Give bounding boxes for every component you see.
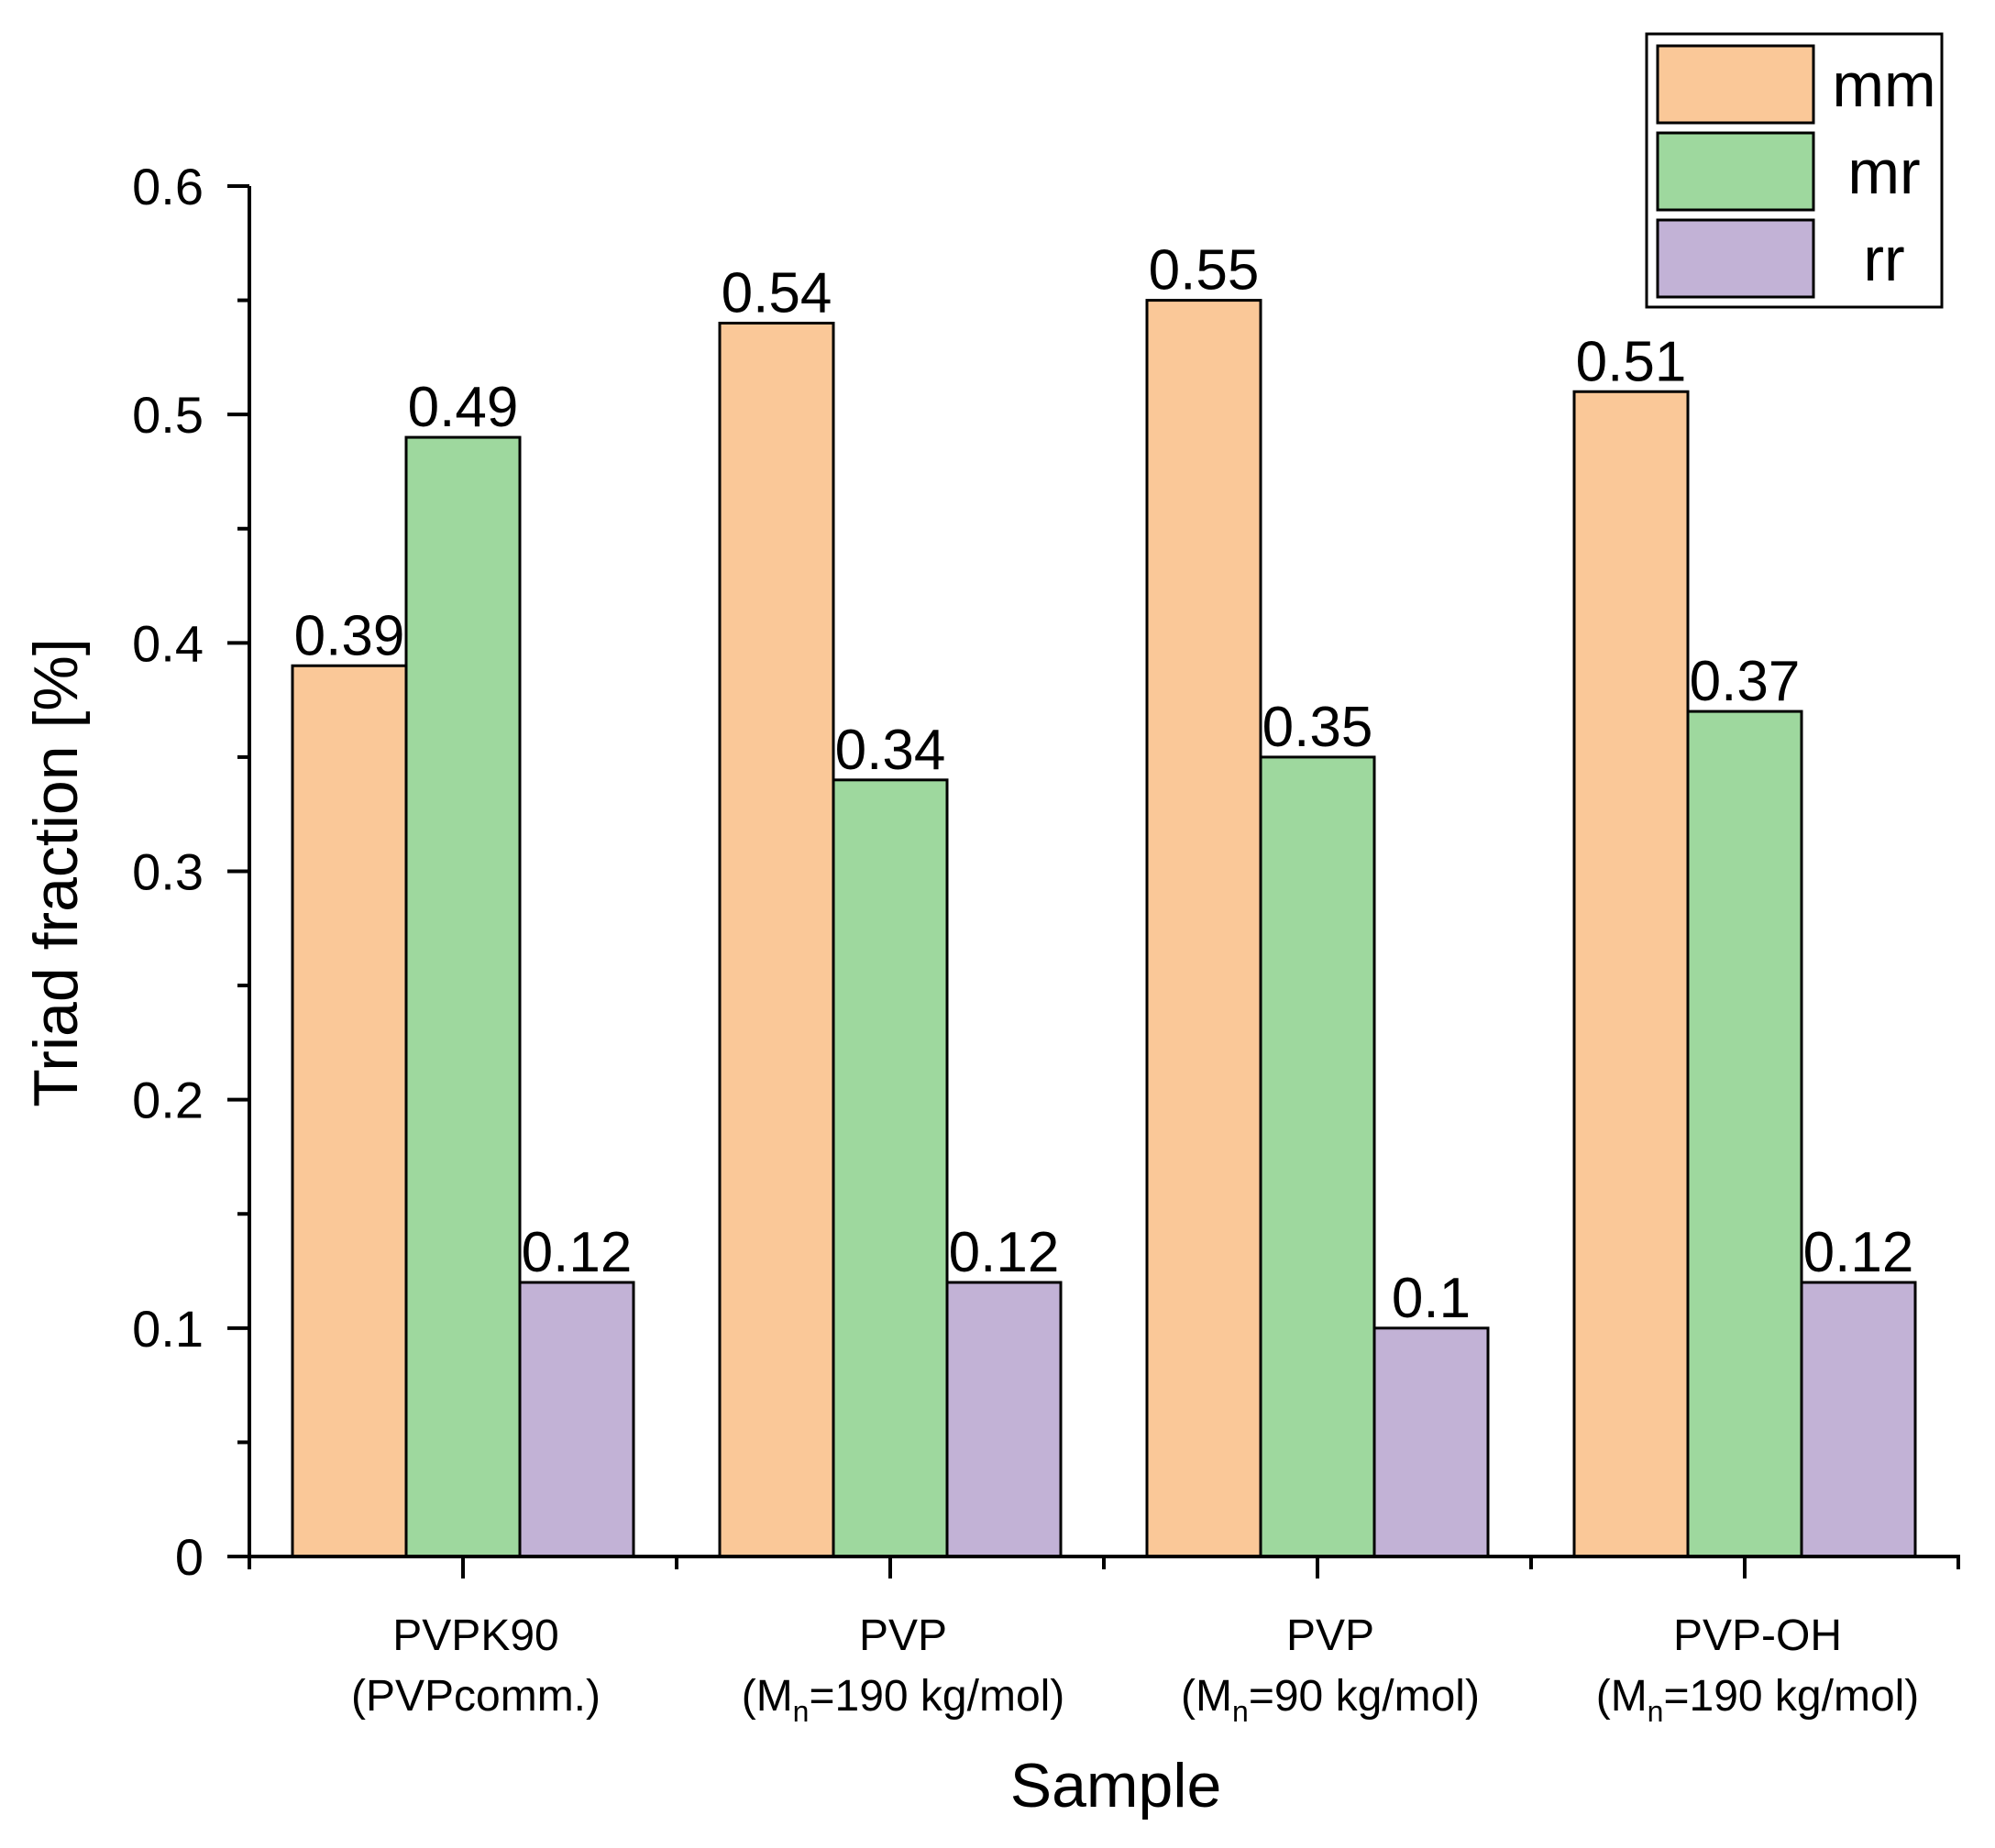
value-labels: 0.39 0.49 0.12 0.54 0.34 0.12 0.55 0.35 0.1 0.51 0…: [294, 239, 1914, 1330]
legend-swatch-rr: [1656, 218, 1815, 299]
bar-mm-2: [718, 322, 835, 1558]
x-tick-label-line2: (Mn=90 kg/mol): [1181, 1672, 1480, 1728]
legend-label-rr: rr: [1863, 225, 1904, 294]
bar-rr-1: [518, 1281, 635, 1558]
axes: [227, 184, 1960, 1578]
x-tick-label-line1: PVP: [859, 1612, 947, 1660]
x-tick-label-line1: PVPK90: [392, 1612, 558, 1660]
value-label-mr-3: 0.35: [1262, 696, 1373, 759]
x-tick-label-line1: PVP-OH: [1673, 1612, 1842, 1660]
bar-mr-3: [1259, 755, 1376, 1558]
value-label-rr-4: 0.12: [1803, 1221, 1914, 1284]
value-label-mm-4: 0.51: [1576, 330, 1687, 393]
bar-mm-4: [1572, 390, 1690, 1558]
value-label-mr-4: 0.37: [1690, 650, 1801, 713]
value-label-mr-2: 0.34: [835, 719, 946, 782]
y-axis-title: Triad fraction [%]: [21, 638, 91, 1106]
y-tick-label: 0.3: [132, 843, 204, 901]
x-tick-label-line1: PVP: [1286, 1612, 1374, 1660]
value-label-rr-3: 0.1: [1392, 1267, 1471, 1330]
y-tick-label: 0.6: [132, 158, 204, 215]
legend: mm mr rr: [1645, 32, 1944, 309]
x-tick-label-line2: (PVPcomm.): [351, 1672, 601, 1721]
bar-rr-2: [945, 1281, 1063, 1558]
legend-swatch-mm: [1656, 44, 1815, 125]
legend-swatch-mr: [1656, 131, 1815, 212]
value-label-mm-3: 0.55: [1149, 239, 1260, 302]
y-tick-label: 0: [175, 1528, 204, 1586]
bar-mr-2: [832, 778, 949, 1558]
bar-rr-4: [1800, 1281, 1917, 1558]
y-tick-label: 0.5: [132, 386, 204, 444]
tick-labels: 0 0.1 0.2 0.3 0.4 0.5 0.6 PVPK90 (PVPcomm.) PVP (M…: [132, 158, 1919, 1728]
value-label-mm-2: 0.54: [722, 262, 832, 325]
y-tick-label: 0.2: [132, 1072, 204, 1129]
x-axis-title: Sample: [1010, 1751, 1222, 1820]
bar-rr-3: [1372, 1326, 1490, 1558]
value-label-rr-1: 0.12: [522, 1221, 633, 1284]
bars: [291, 299, 1917, 1558]
x-tick-label-line2: (Mn=190 kg/mol): [1596, 1672, 1920, 1728]
bar-mr-4: [1686, 710, 1803, 1558]
bar-mm-3: [1145, 299, 1262, 1558]
y-tick-label: 0.4: [132, 614, 204, 672]
value-label-rr-2: 0.12: [949, 1221, 1060, 1284]
value-label-mr-1: 0.49: [408, 376, 519, 439]
bar-mr-1: [404, 435, 522, 1558]
legend-label-mr: mr: [1847, 138, 1920, 207]
value-label-mm-1: 0.39: [294, 604, 405, 667]
legend-label-mm: mm: [1832, 50, 1935, 120]
y-tick-label: 0.1: [132, 1300, 204, 1358]
bar-mm-1: [291, 664, 408, 1558]
x-tick-label-line2: (Mn=190 kg/mol): [742, 1672, 1065, 1728]
